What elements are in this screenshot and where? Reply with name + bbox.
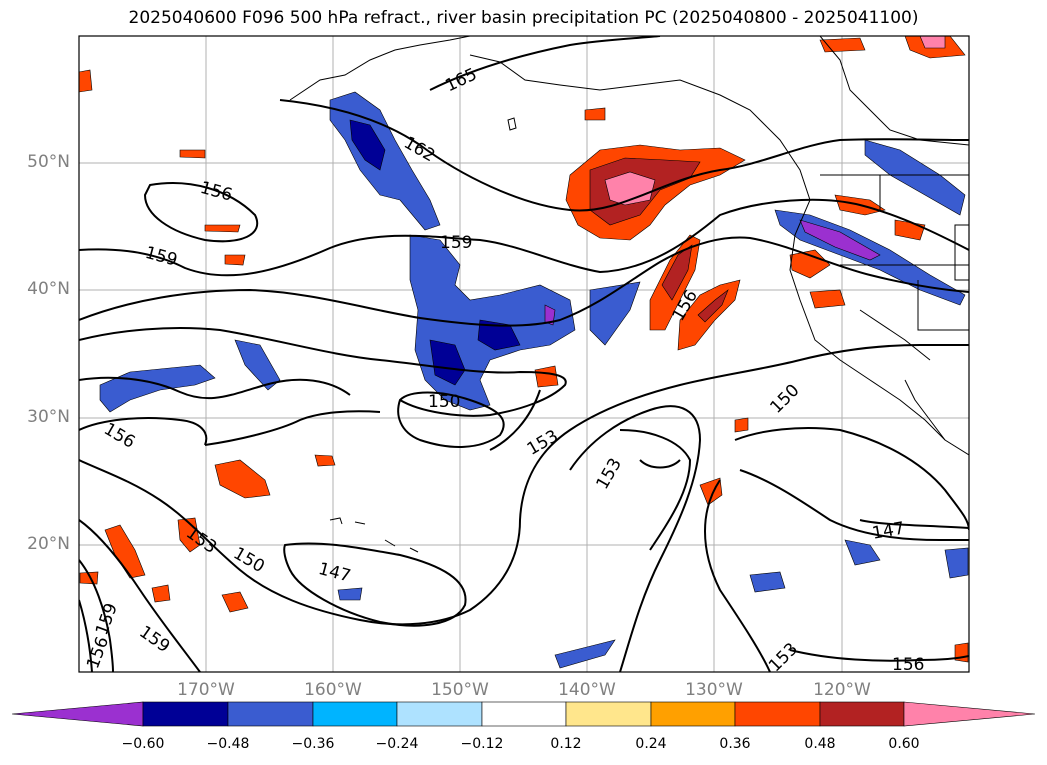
neg-region-central-core-3	[544, 304, 556, 326]
lon-label: 130°W	[685, 680, 743, 700]
colorbar	[11, 701, 1036, 727]
colorbar-max-arrow	[903, 701, 1036, 727]
pos-region-coast-2	[809, 289, 846, 309]
lon-label: 150°W	[431, 680, 489, 700]
colorbar-tick-label: 0.12	[550, 736, 582, 752]
pos-region-se	[954, 642, 969, 663]
neg-region-coast-core	[799, 219, 881, 261]
pos-region-diag-2-core	[697, 289, 729, 323]
height-contours	[79, 36, 969, 672]
pos-region-sw-5	[151, 584, 171, 603]
pos-region-west-2	[179, 149, 206, 159]
colorbar-bin	[734, 701, 821, 727]
coastlines	[289, 36, 969, 456]
pos-region-west-1	[204, 224, 241, 233]
pos-region-ne-pink	[919, 36, 946, 49]
colorbar-tick-label: 0.48	[804, 736, 836, 752]
neg-region-north-coast	[864, 139, 966, 216]
neg-region-west	[99, 364, 216, 413]
lat-label: 20°N	[27, 534, 70, 554]
lat-label: 30°N	[27, 407, 70, 427]
neg-region-small-3	[337, 587, 363, 601]
lat-label: 40°N	[27, 279, 70, 299]
pos-region-far-west	[79, 69, 93, 93]
neg-region-aleutian-core	[349, 119, 386, 171]
islands	[329, 117, 517, 553]
neg-region-south-4	[554, 639, 616, 669]
neg-region-south-1	[749, 571, 786, 593]
pos-region-coast	[789, 249, 831, 279]
pos-region-diag-core	[661, 244, 693, 301]
colorbar-tick-label: 0.60	[888, 736, 920, 752]
map-frame	[78, 35, 970, 673]
pos-region-north-pink	[604, 171, 656, 206]
contour-label: 156	[892, 655, 924, 675]
colorbar-bin	[227, 701, 314, 727]
map-area	[79, 36, 969, 672]
pos-region-nw-small	[584, 107, 606, 121]
pos-region-ne-2	[819, 37, 866, 53]
colorbar-bin	[142, 701, 229, 727]
lon-label: 160°W	[304, 680, 362, 700]
neg-region-small-2	[589, 281, 641, 346]
colorbar-bin	[312, 701, 398, 727]
colorbar-tick-label: −0.60	[121, 736, 165, 752]
pos-region-sw-1	[214, 459, 271, 499]
colorbar-bin	[396, 701, 483, 727]
neg-region-small-1	[234, 339, 281, 391]
colorbar-tick-label: 0.36	[719, 736, 751, 752]
colorbar-min-arrow	[11, 701, 144, 727]
colorbar-tick-label: −0.24	[375, 736, 419, 752]
neg-region-south-3	[944, 547, 969, 579]
colorbar-bin	[819, 701, 905, 727]
lat-label: 50°N	[27, 152, 70, 172]
colorbar-tick-label: −0.12	[460, 736, 504, 752]
pos-region-west-3	[224, 254, 246, 266]
pos-region-mid-1	[534, 365, 559, 388]
neg-region-south-2	[844, 539, 881, 566]
map-title: 2025040600 F096 500 hPa refract., river …	[128, 8, 919, 28]
pos-region-sw-4	[221, 591, 249, 613]
contour-label: 159	[440, 233, 472, 253]
colorbar-bin	[481, 701, 567, 727]
pos-region-sw-3	[177, 517, 201, 553]
colorbar-tick-label: −0.36	[291, 736, 335, 752]
contour-label: 150	[428, 392, 460, 412]
pos-region-sw-6	[79, 571, 99, 585]
neg-region-central-core	[429, 339, 466, 386]
pos-region-mid-2	[314, 454, 336, 467]
pos-region-mid-4	[734, 417, 749, 433]
colorbar-bin	[565, 701, 652, 727]
colorbar-bin	[650, 701, 736, 727]
neg-region-central-core-2	[477, 319, 521, 351]
lon-label: 170°W	[177, 680, 235, 700]
colorbar-tick-label: 0.24	[635, 736, 667, 752]
lon-label: 140°W	[558, 680, 616, 700]
lon-label: 120°W	[813, 680, 871, 700]
colorbar-tick-label: −0.48	[206, 736, 250, 752]
